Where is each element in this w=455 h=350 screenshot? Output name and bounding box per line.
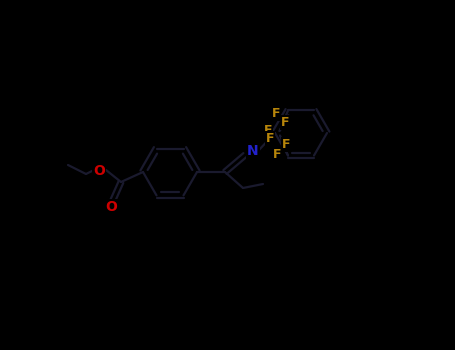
Text: F: F (272, 107, 280, 120)
Text: F: F (273, 148, 281, 161)
Text: O: O (105, 200, 117, 214)
Text: F: F (282, 138, 290, 151)
Text: F: F (266, 132, 274, 145)
Text: N: N (247, 144, 259, 158)
Text: F: F (281, 116, 289, 129)
Text: O: O (93, 164, 105, 178)
Text: F: F (264, 124, 272, 137)
